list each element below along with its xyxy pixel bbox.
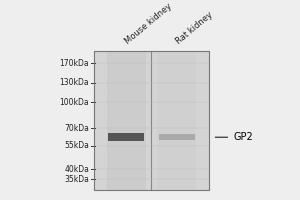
- Text: Mouse kidney: Mouse kidney: [123, 2, 174, 46]
- Bar: [159, 134, 195, 140]
- Text: 130kDa: 130kDa: [59, 78, 89, 87]
- Bar: [108, 133, 144, 141]
- Text: Rat kidney: Rat kidney: [174, 11, 214, 46]
- Text: 70kDa: 70kDa: [64, 124, 89, 133]
- Bar: [107, 51, 146, 190]
- Text: 55kDa: 55kDa: [64, 141, 89, 150]
- Text: 35kDa: 35kDa: [64, 175, 89, 184]
- Bar: [94, 51, 209, 190]
- Text: 170kDa: 170kDa: [59, 59, 89, 68]
- Bar: [94, 51, 209, 190]
- Text: 100kDa: 100kDa: [59, 98, 89, 107]
- Bar: [158, 51, 196, 190]
- Text: 40kDa: 40kDa: [64, 165, 89, 174]
- Text: GP2: GP2: [215, 132, 253, 142]
